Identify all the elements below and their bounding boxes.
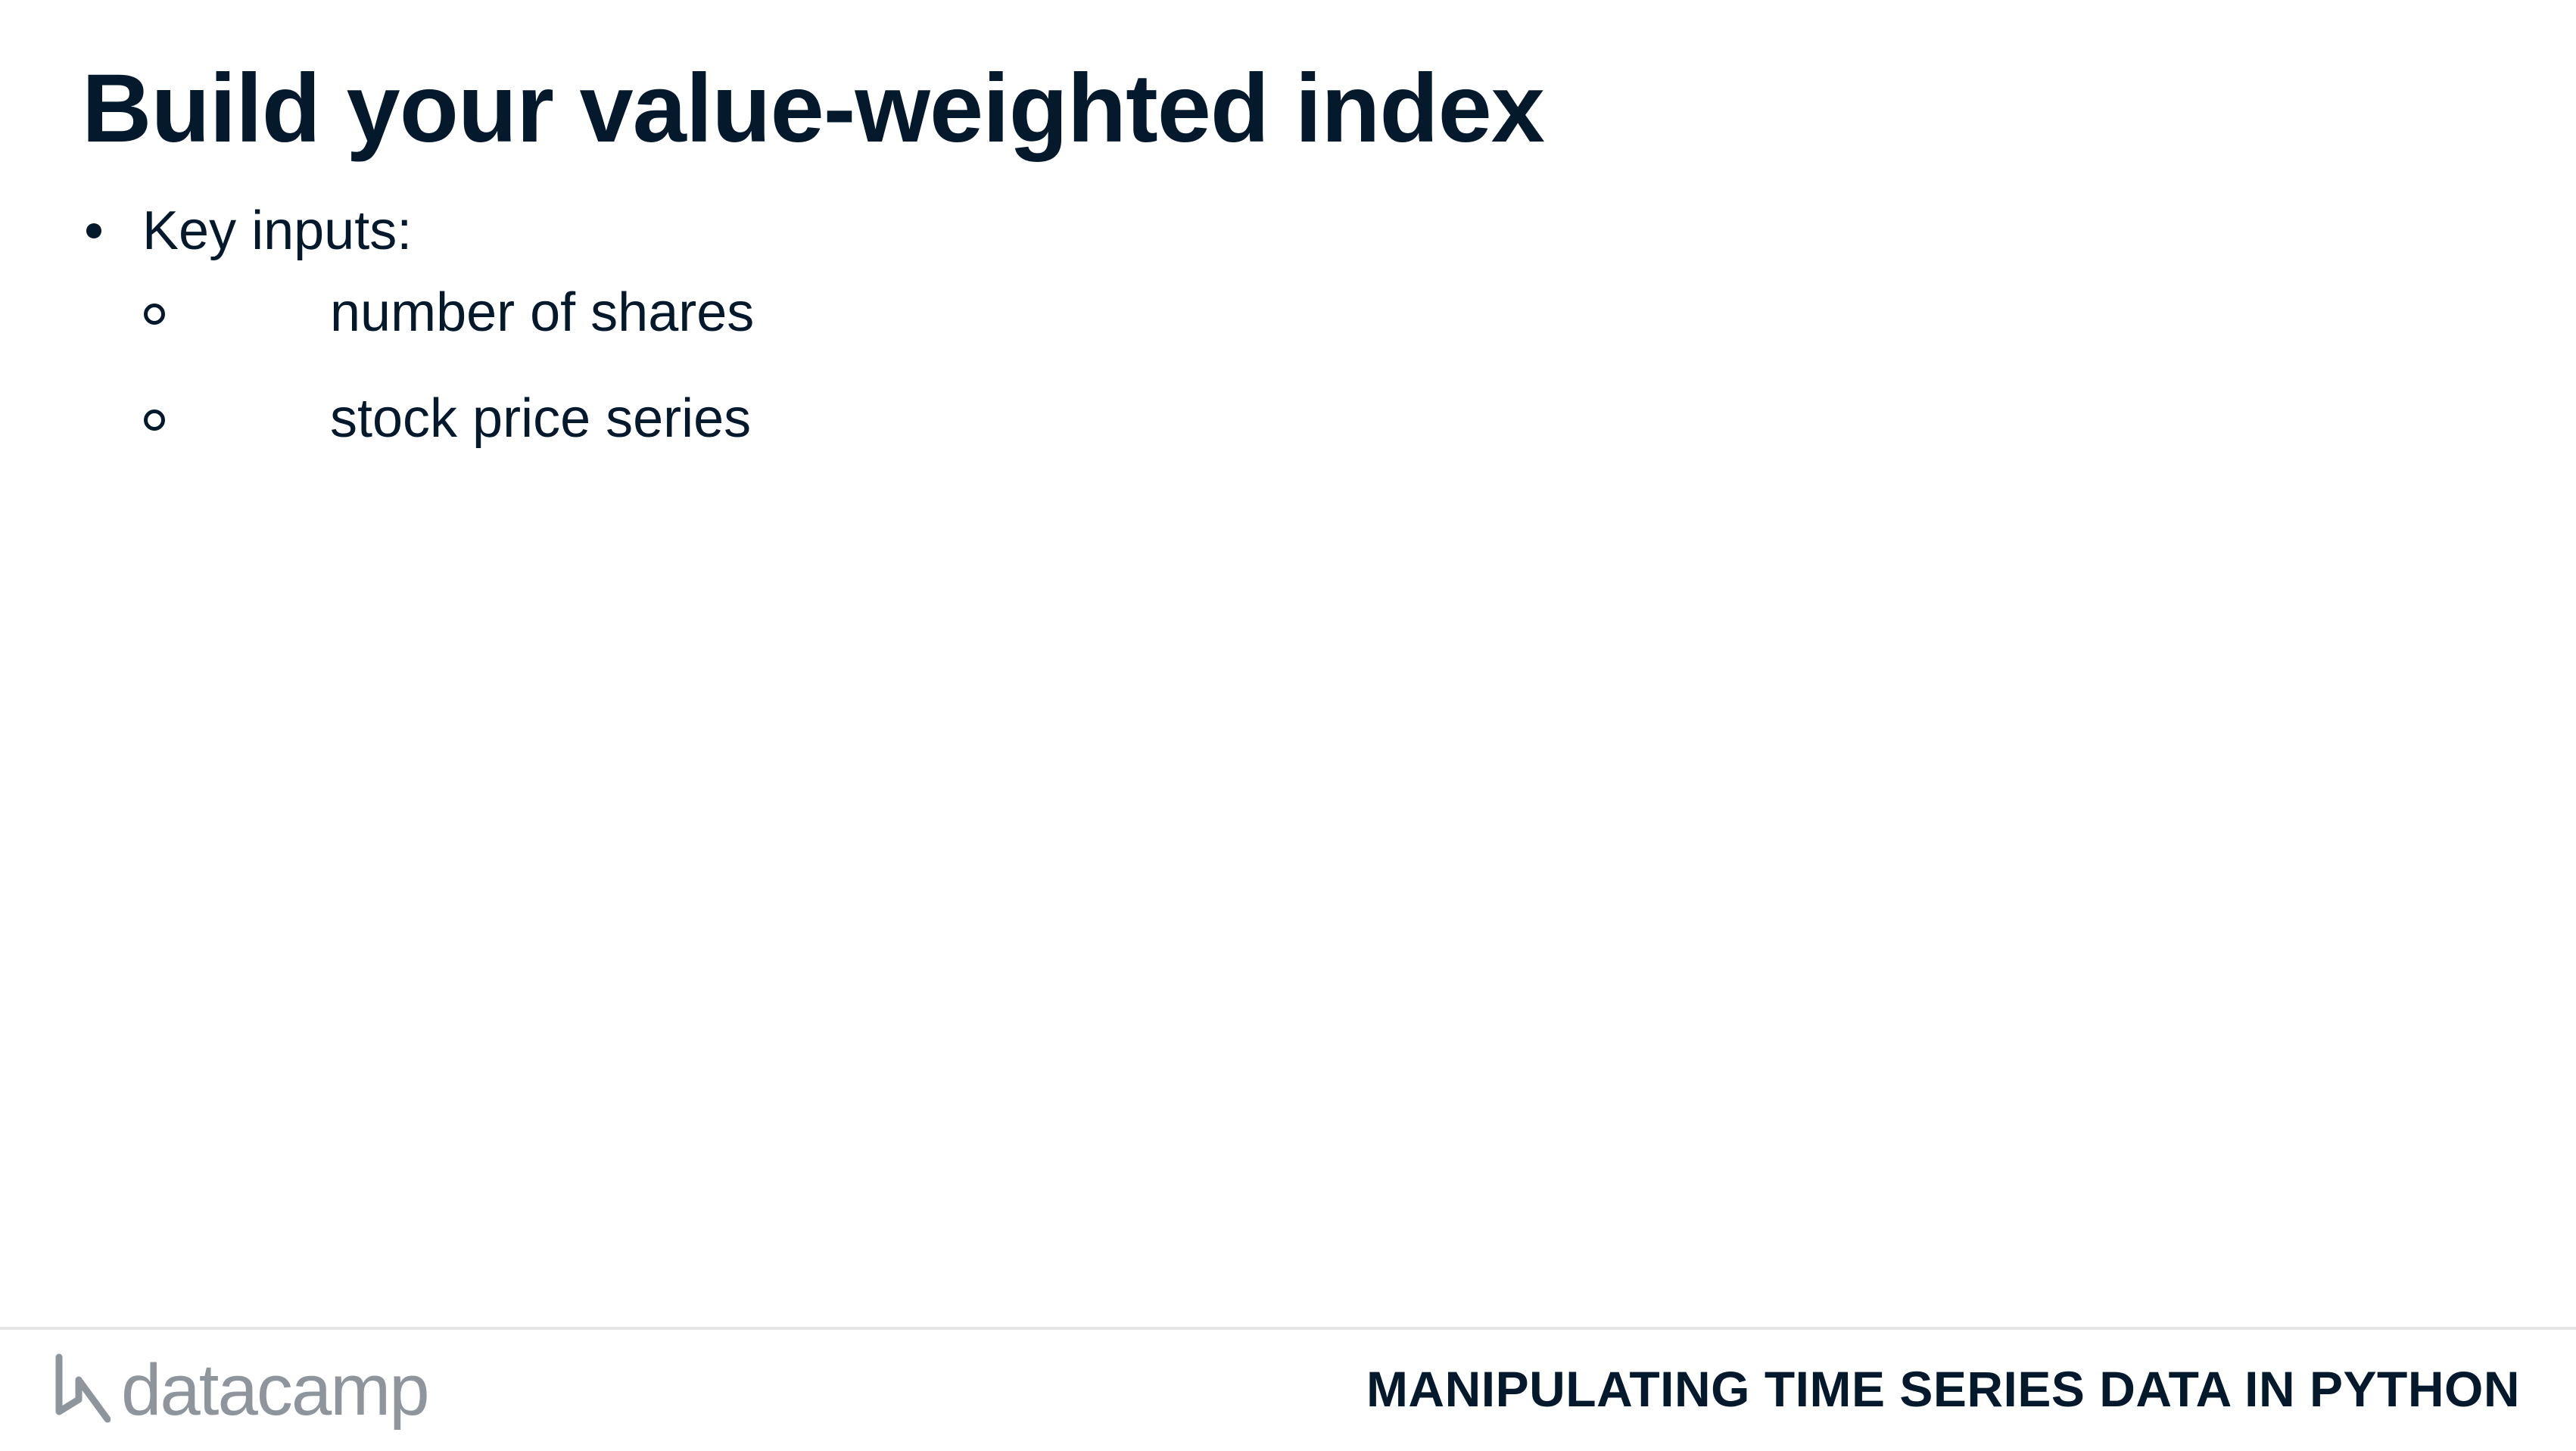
hollow-circle-bullet-icon [144, 304, 165, 325]
sub-bullet-list: number of shares stock price series [82, 275, 754, 456]
logo-text: datacamp [121, 1350, 430, 1431]
datacamp-logo-icon [55, 1353, 111, 1423]
footer-divider [0, 1327, 2576, 1330]
hollow-circle-bullet-icon [144, 409, 165, 431]
sub-item-stock-price-series: stock price series [82, 381, 754, 456]
bullet-list: Key inputs: number of shares stock price… [82, 193, 815, 485]
bullet-item-key-inputs: Key inputs: number of shares stock price… [82, 193, 815, 456]
filled-circle-bullet-icon [86, 223, 101, 238]
sub-item-text: number of shares [330, 282, 755, 343]
sub-item-number-of-shares: number of shares [82, 275, 754, 350]
sub-item-text: stock price series [330, 388, 752, 449]
bullet-text: Key inputs: [142, 201, 413, 261]
slide-title: Build your value-weighted index [82, 54, 1545, 163]
course-name: MANIPULATING TIME SERIES DATA IN PYTHON [1366, 1361, 2520, 1417]
datacamp-logo: datacamp [53, 1349, 430, 1432]
